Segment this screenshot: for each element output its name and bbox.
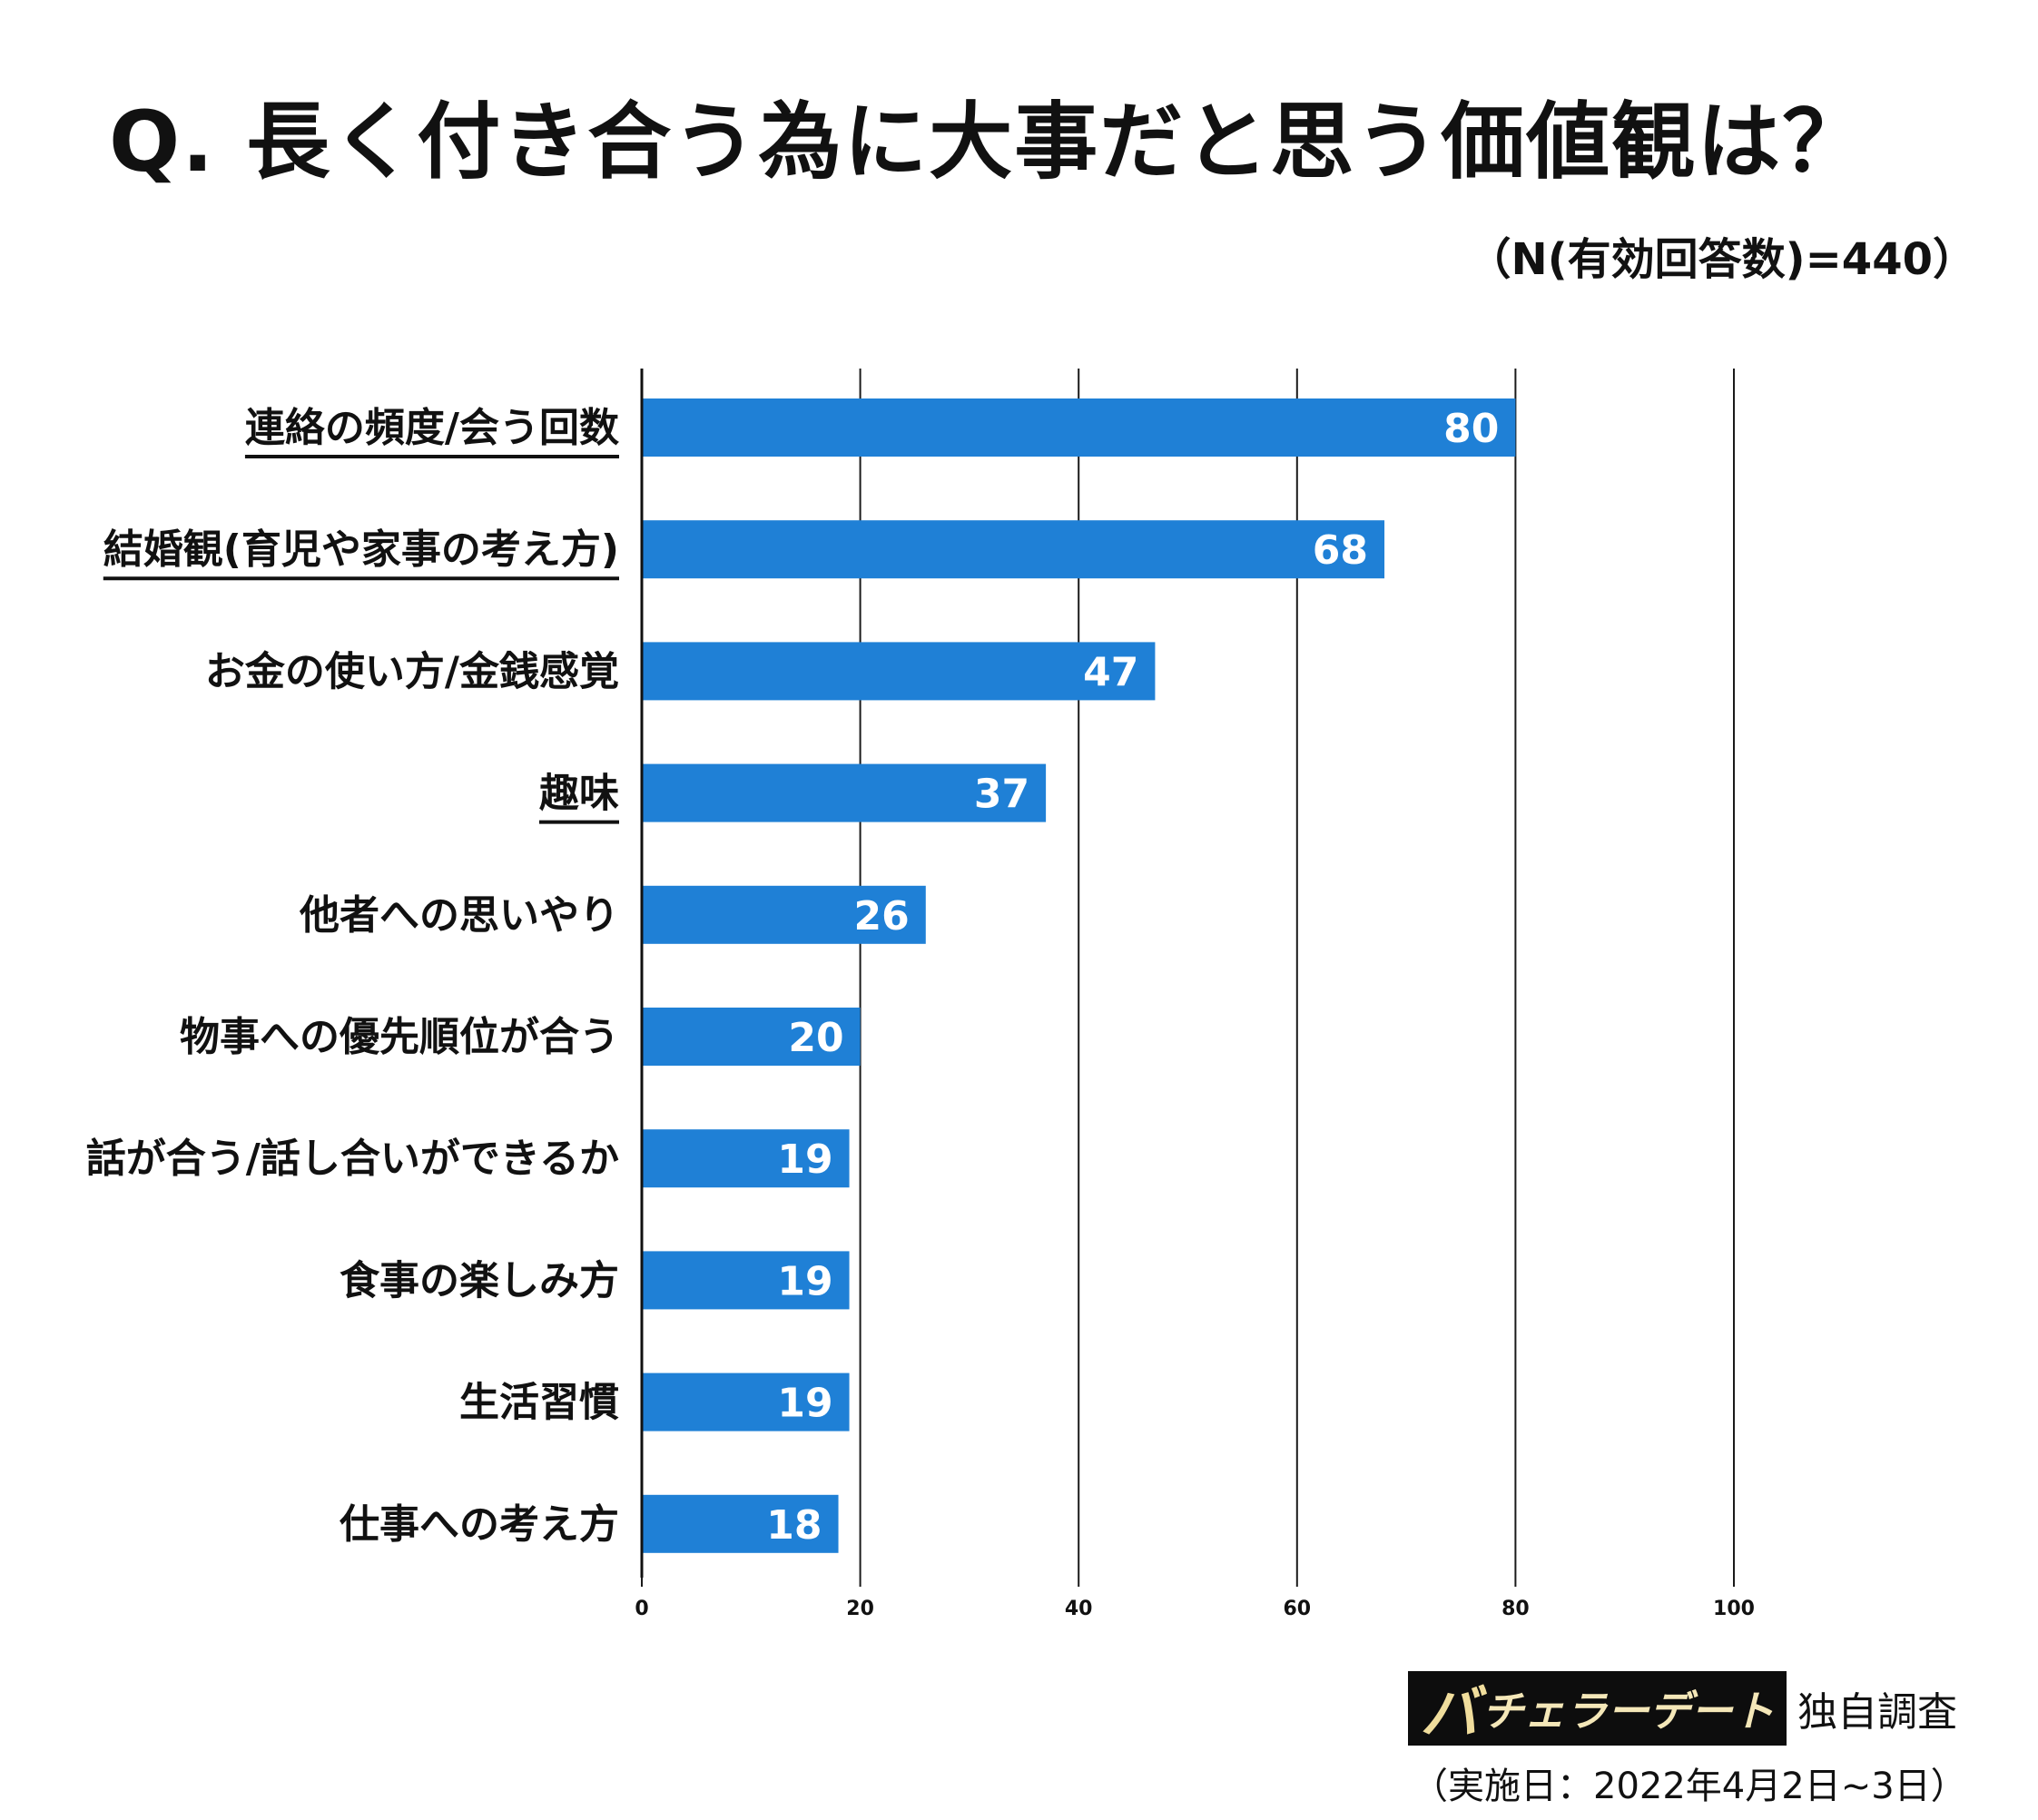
bar-value-label: 20 (788, 1015, 843, 1061)
category-label: 話が合う/話し合いができるか (86, 1136, 619, 1182)
x-tick-label: 40 (1065, 1598, 1093, 1620)
brand-logo-ba: バ (1420, 1680, 1479, 1747)
survey-date: （実施日：2022年4月2日~3日） (1412, 1766, 1967, 1807)
x-tick-label: 20 (846, 1598, 874, 1620)
bar (643, 1008, 861, 1066)
bar (643, 1129, 850, 1188)
bar-value-label: 19 (777, 1258, 832, 1304)
chart-title: Q. 長く付き合う為に大事だと思う価値観は？ (109, 93, 1868, 191)
bar (643, 763, 1047, 822)
category-label: 物事への優先順位が合う (180, 1014, 619, 1060)
bar-value-label: 26 (854, 893, 910, 940)
bar (643, 642, 1156, 701)
category-label: お金の使い方/金銭感覚 (205, 648, 619, 694)
sample-size-note: （N(有効回答数)=440） (1467, 234, 1976, 285)
bar-value-label: 18 (766, 1502, 822, 1549)
category-label: 結婚観(育児や家事の考え方) (103, 526, 619, 573)
bar (643, 398, 1516, 457)
category-label: 連絡の頻度/会う回数 (245, 405, 619, 451)
brand-logo-text: チェラーデート (1482, 1687, 1775, 1736)
bar-value-label: 19 (777, 1136, 832, 1183)
x-tick-label: 80 (1501, 1598, 1530, 1620)
bars: 80 68 47 37 26 20 19 19 19 18 (643, 398, 1516, 1553)
bar-value-label: 68 (1313, 527, 1368, 574)
category-label: 食事の楽しみ方 (340, 1257, 619, 1304)
bar-value-label: 37 (974, 772, 1029, 818)
bar (643, 1372, 850, 1431)
x-tick-label: 60 (1283, 1598, 1311, 1620)
bar (643, 1251, 850, 1310)
bar-value-label: 19 (777, 1381, 832, 1427)
category-label: 生活習慣 (459, 1380, 619, 1426)
bar (643, 520, 1385, 579)
survey-note: 独自調査 (1797, 1689, 1957, 1736)
category-label: 他者への思いやり (299, 892, 619, 939)
x-tick-label: 0 (635, 1598, 648, 1620)
bar (643, 1494, 839, 1553)
bar-value-label: 47 (1083, 649, 1138, 695)
x-tick-label: 100 (1713, 1598, 1755, 1620)
bar-value-label: 80 (1443, 406, 1499, 452)
category-label: 仕事への考え方 (340, 1501, 619, 1548)
brand-logo: バ チェラーデート (1408, 1671, 1787, 1747)
x-axis: 0 20 40 60 80 100 (635, 369, 1755, 1620)
category-label: 趣味 (539, 771, 619, 817)
bar (643, 885, 926, 944)
